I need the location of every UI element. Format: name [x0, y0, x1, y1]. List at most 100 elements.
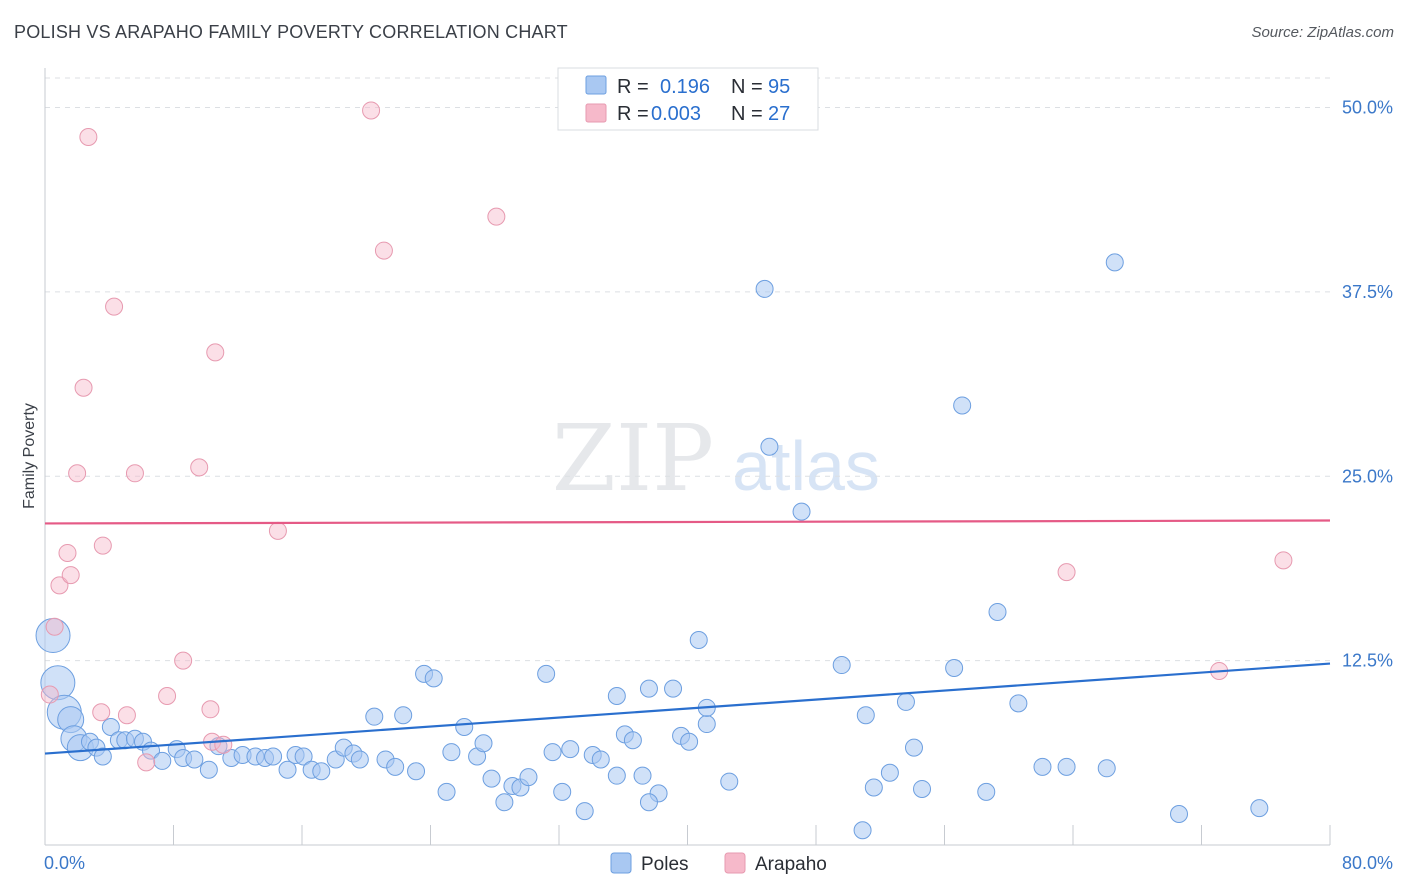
x-tick-label-0: 0.0% — [44, 853, 85, 873]
legend-n-value-2: 27 — [768, 103, 790, 125]
legend-swatch-arapaho — [585, 103, 607, 123]
poles-point-58 — [591, 750, 610, 769]
poles-point-69 — [697, 715, 716, 734]
poles-point-90 — [1033, 757, 1052, 776]
watermark-zip: ZIP — [552, 405, 714, 512]
poles-point-83 — [904, 738, 923, 757]
poles-point-70 — [720, 772, 739, 791]
poles-point-82 — [896, 692, 915, 711]
poles-point-18 — [185, 750, 204, 769]
poles-point-65 — [664, 679, 683, 698]
poles-point-76 — [792, 502, 811, 521]
poles-point-54 — [553, 782, 572, 801]
arapaho-point-15 — [174, 651, 193, 670]
poles-point-59 — [607, 687, 626, 706]
poles-point-25 — [264, 747, 283, 766]
y-tick-label-0: 12.5% — [1342, 651, 1393, 671]
arapaho-point-24 — [487, 207, 506, 226]
poles-point-30 — [312, 762, 331, 781]
trend-lines — [44, 519, 1331, 755]
poles-point-34 — [350, 750, 369, 769]
poles-point-74 — [760, 437, 779, 456]
arapaho-point-12 — [125, 464, 144, 483]
grid-lines — [45, 77, 1330, 662]
y-tick-label-2: 37.5% — [1342, 282, 1393, 302]
bottom-legend-arapaho: Arapaho — [755, 854, 827, 875]
poles-point-41 — [424, 669, 443, 688]
arapaho-point-27 — [1274, 551, 1293, 570]
arapaho-point-23 — [374, 241, 393, 260]
poles-point-75 — [755, 279, 774, 298]
poles-point-55 — [561, 740, 580, 759]
arapaho-point-2 — [50, 576, 69, 595]
axes — [44, 68, 1331, 846]
arapaho-point-6 — [74, 378, 93, 397]
legend-n-label-1: N = — [731, 76, 763, 98]
y-axis-label: Family Poverty — [21, 403, 38, 509]
arapaho-point-13 — [137, 753, 156, 772]
source-label: Source: ZipAtlas.com — [1251, 24, 1394, 41]
arapaho-point-20 — [214, 735, 233, 754]
arapaho-point-22 — [362, 101, 381, 120]
poles-point-53 — [543, 743, 562, 762]
poles-point-71 — [639, 793, 658, 812]
series-arapaho — [40, 101, 1293, 772]
poles-point-88 — [988, 602, 1007, 621]
arapaho-point-8 — [92, 703, 111, 722]
poles-point-19 — [199, 760, 218, 779]
arapaho-point-7 — [79, 128, 98, 146]
legend-n-value-1: 95 — [768, 76, 790, 98]
poles-point-26 — [278, 760, 297, 779]
arapaho-point-11 — [117, 706, 136, 725]
poles-point-28 — [294, 747, 313, 766]
arapaho-point-0 — [40, 685, 59, 704]
legend-r-label-1: R = — [617, 76, 649, 98]
poles-point-78 — [853, 821, 872, 840]
arapaho-point-5 — [68, 464, 87, 483]
legend-swatch-poles — [585, 75, 607, 95]
arapaho-point-3 — [58, 543, 77, 562]
poles-point-72 — [607, 766, 626, 785]
bottom-legend-swatch-arapaho — [724, 852, 746, 874]
poles-point-67 — [680, 732, 699, 751]
poles-point-77 — [832, 656, 851, 675]
arapaho-point-19 — [206, 343, 225, 362]
poles-point-56 — [575, 802, 594, 821]
poles-point-81 — [880, 763, 899, 782]
poles-point-37 — [386, 757, 405, 776]
chart-title: POLISH VS ARAPAHO FAMILY POVERTY CORRELA… — [14, 22, 568, 42]
trend-line-poles — [44, 662, 1331, 755]
poles-point-89 — [1009, 694, 1028, 713]
poles-point-39 — [407, 762, 426, 781]
arapaho-point-1 — [45, 617, 64, 636]
arapaho-point-17 — [201, 700, 220, 719]
poles-point-86 — [953, 396, 972, 415]
poles-point-91 — [1057, 757, 1076, 776]
poles-point-84 — [913, 779, 932, 798]
poles-point-44 — [455, 718, 474, 736]
poles-point-92 — [1097, 759, 1116, 778]
y-tick-label-3: 50.0% — [1342, 98, 1393, 118]
poles-point-62 — [633, 766, 652, 785]
poles-point-85 — [945, 659, 964, 677]
poles-point-94 — [1170, 805, 1189, 824]
poles-point-68 — [689, 630, 708, 649]
legend-n-label-2: N = — [731, 103, 763, 125]
arapaho-point-4 — [61, 566, 80, 585]
poles-point-8 — [93, 747, 112, 766]
watermark-atlas: atlas — [732, 427, 880, 505]
poles-point-47 — [482, 769, 501, 788]
poles-point-9 — [101, 718, 120, 736]
y-tick-label-1: 25.0% — [1342, 466, 1393, 486]
trend-line-arapaho — [44, 519, 1331, 525]
arapaho-point-14 — [158, 687, 177, 706]
poles-point-79 — [856, 706, 875, 725]
legend-r-label-2: R = — [617, 103, 649, 125]
arapaho-point-21 — [268, 521, 287, 540]
tick-labels: 12.5% 25.0% 37.5% 50.0% 0.0% 80.0% — [44, 98, 1393, 874]
poles-point-42 — [437, 782, 456, 801]
poles-point-80 — [864, 778, 883, 797]
bottom-legend-swatch-poles — [610, 852, 632, 874]
top-legend: R = 0.196 N = 95 R = 0.003 N = 27 — [557, 67, 819, 131]
